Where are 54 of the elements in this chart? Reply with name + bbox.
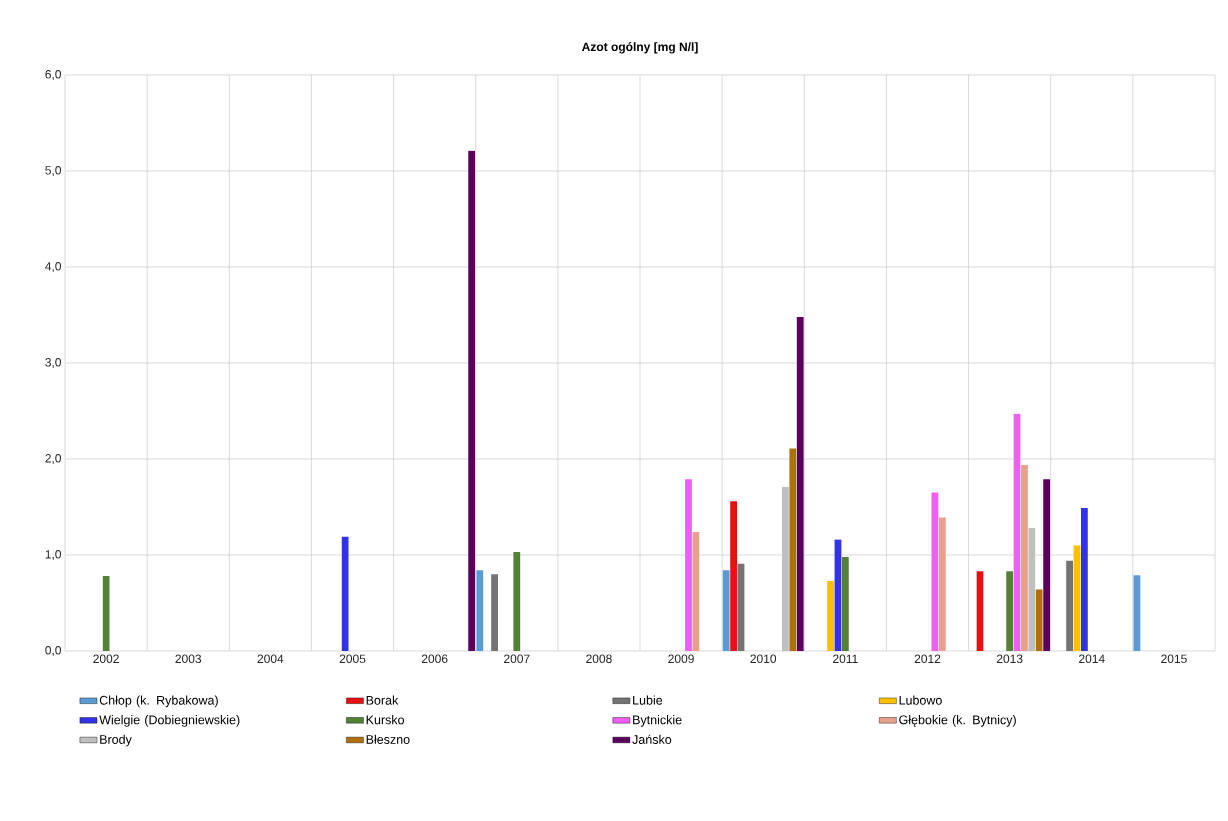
y-tick-label: 0,0: [45, 646, 62, 656]
x-tick-label: 2003: [175, 654, 202, 664]
x-tick-label: 2013: [996, 654, 1023, 664]
legend-label: Jańsko: [632, 734, 672, 744]
x-tick-label: 2010: [750, 654, 777, 664]
bar: [789, 448, 797, 651]
x-tick-label: 2011: [833, 654, 858, 664]
y-tick-label: 6,0: [45, 70, 62, 80]
legend-label: Lubie: [633, 695, 663, 705]
bar: [938, 517, 946, 651]
bar: [1021, 464, 1028, 651]
y-tick-label: 5,0: [45, 166, 62, 176]
x-tick-label: 2004: [257, 654, 284, 664]
legend-label: Kursko: [366, 715, 405, 725]
bar: [841, 556, 849, 651]
x-tick-label: 2007: [504, 654, 530, 664]
bar: [827, 580, 834, 651]
legend-label: Chłop (k. Rybakowa): [99, 695, 218, 708]
y-tick-label: 4,0: [45, 262, 62, 272]
bar: [722, 570, 730, 651]
legend-label: Bytnickie: [633, 715, 682, 727]
bar: [468, 150, 476, 651]
x-tick-label: 2012: [914, 654, 941, 664]
bar: [491, 574, 498, 651]
legend-label: Brody: [100, 734, 132, 747]
legend-label: Błeszno: [366, 734, 410, 744]
bar: [796, 316, 804, 651]
legend-label: Głębokie (k. Bytnicy): [899, 715, 1016, 727]
bar: [692, 531, 700, 651]
bar: [1006, 571, 1014, 651]
x-tick-label: 2015: [1161, 654, 1187, 664]
x-tick-label: 2002: [93, 654, 119, 664]
bar: [782, 486, 789, 651]
bar: [341, 536, 349, 651]
bar: [1043, 479, 1051, 651]
x-tick-label: 2005: [339, 654, 366, 664]
y-tick-label: 2,0: [45, 454, 62, 464]
legend-label: Borak: [366, 695, 399, 705]
x-tick-label: 2014: [1079, 654, 1105, 664]
y-tick-label: 3,0: [45, 358, 62, 368]
x-tick-label: 2008: [586, 654, 612, 664]
x-tick-label: 2006: [421, 654, 448, 664]
bar: [685, 479, 692, 651]
y-tick-label: 1,0: [45, 550, 62, 560]
legend-label: Lubowo: [899, 695, 942, 705]
bar: [730, 501, 738, 651]
x-tick-label: 2009: [668, 654, 694, 664]
bar: [1080, 507, 1088, 651]
bar: [476, 570, 484, 651]
bar: [1028, 528, 1036, 651]
chart-title: Azot ogólny [mg N/l]: [581, 42, 698, 54]
legend-label: Wielgie (Dobiegniewskie): [99, 715, 240, 727]
bar: [513, 552, 521, 651]
bar: [1066, 560, 1073, 651]
